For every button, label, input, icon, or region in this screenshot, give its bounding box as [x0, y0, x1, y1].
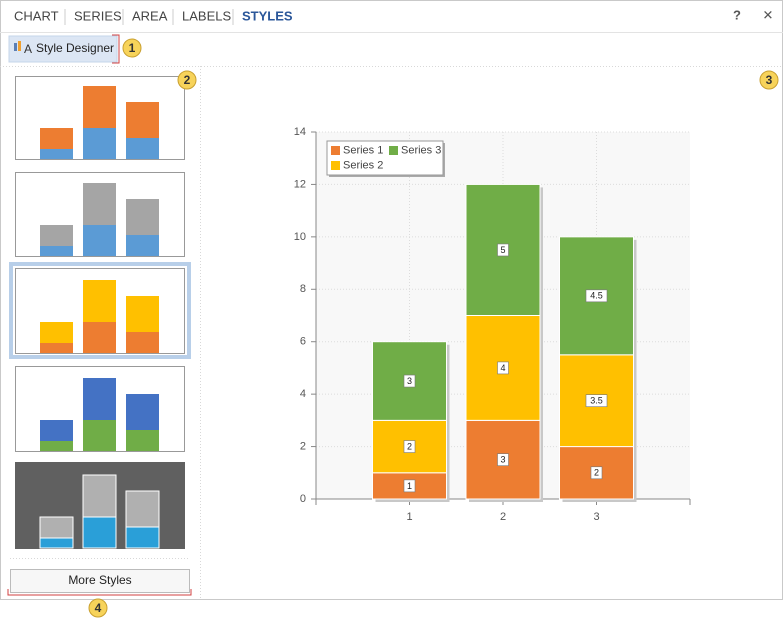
data-label: 3 [500, 455, 505, 465]
thumbnail-bar [39, 516, 74, 539]
thumbnail-bar [83, 86, 116, 128]
button-label[interactable]: Style Designer [36, 41, 114, 55]
data-label: 3.5 [590, 396, 603, 406]
button-icon: A [24, 42, 32, 56]
thumbnail-bar [83, 183, 116, 225]
legend-swatch [331, 161, 340, 170]
thumbnail-bar [126, 102, 159, 138]
y-tick-label: 10 [294, 231, 306, 243]
thumbnail-bar [125, 526, 160, 549]
help-button[interactable]: ? [733, 7, 741, 22]
y-tick-label: 2 [300, 440, 306, 452]
thumbnail-bar [40, 322, 73, 343]
button-icon [14, 43, 17, 51]
thumbnail-bar [40, 149, 73, 159]
thumbnail-bar [83, 225, 116, 256]
data-label: 3 [407, 376, 412, 386]
data-label-box [590, 466, 603, 480]
thumbnail-bar [126, 296, 159, 332]
thumbnail-bar [83, 322, 116, 353]
thumbnail-bar [126, 332, 159, 353]
thumbnail-bar [40, 246, 73, 256]
thumbnail-bar [83, 280, 116, 322]
data-label-box [403, 440, 416, 453]
callout-number: 4 [95, 601, 102, 615]
tab-active[interactable]: STYLES [242, 8, 293, 23]
data-label: 5 [500, 245, 505, 255]
legend-label: Series 1 [343, 144, 383, 156]
thumbnail-bar [40, 128, 73, 149]
thumbnail-bar [126, 430, 159, 451]
x-tick-label: 2 [500, 511, 506, 523]
data-label-box [497, 453, 509, 466]
legend-label: Series 2 [343, 159, 383, 171]
thumbnail-bar [126, 394, 159, 430]
y-tick-label: 14 [294, 126, 306, 138]
thumbnail-bar [83, 128, 116, 159]
data-label-box [497, 243, 509, 257]
button-icon [18, 41, 21, 51]
legend-label: Series 3 [401, 144, 441, 156]
callout-bracket [112, 34, 120, 64]
style-designer-button[interactable] [8, 35, 118, 63]
thumbnail-bar [82, 474, 117, 518]
thumbnail-bar [82, 516, 117, 549]
callout-number: 3 [766, 73, 773, 87]
thumbnail-bar [40, 343, 73, 353]
data-label: 2 [594, 468, 599, 478]
tab[interactable]: AREA [132, 8, 168, 23]
thumbnail-bar [83, 378, 116, 420]
data-label-box [403, 374, 416, 388]
callout-badge [88, 598, 108, 618]
y-tick-label: 0 [300, 493, 306, 505]
button-label[interactable]: More Styles [68, 573, 131, 587]
close-button[interactable]: ✕ [763, 7, 774, 22]
tab[interactable]: CHART [14, 8, 59, 23]
thumbnail-bar [126, 199, 159, 235]
data-label: 2 [407, 441, 412, 451]
thumbnail-bar [40, 420, 73, 441]
data-label-box [585, 394, 608, 407]
legend [326, 140, 444, 176]
callout-number: 1 [129, 41, 136, 55]
y-tick-label: 12 [294, 178, 306, 190]
thumbnail-bar [39, 537, 74, 549]
callout-badge [759, 70, 779, 90]
callout-badge [122, 38, 142, 58]
data-label: 1 [407, 481, 412, 491]
thumbnail-bar [40, 441, 73, 451]
more-styles-button[interactable] [10, 569, 190, 593]
data-label: 4 [500, 363, 505, 373]
thumbnail-bar [125, 490, 160, 528]
thumbnail-selection[interactable] [9, 262, 191, 359]
tab[interactable]: LABELS [182, 8, 231, 23]
thumbnail-bar [126, 138, 159, 159]
data-label-box [497, 361, 509, 375]
callout-badge [177, 70, 197, 90]
data-label: 4.5 [590, 291, 603, 301]
tab[interactable]: SERIES [74, 8, 122, 23]
y-tick-label: 4 [300, 388, 306, 400]
thumbnail-bar [126, 235, 159, 256]
legend-swatch [331, 146, 340, 155]
x-tick-label: 1 [406, 511, 412, 523]
callout-number: 2 [184, 73, 191, 87]
data-label-box [403, 479, 416, 493]
data-label-box [585, 289, 608, 303]
y-tick-label: 8 [300, 283, 306, 295]
legend-swatch [389, 146, 398, 155]
callout-bracket [7, 589, 192, 596]
thumbnail-bar [83, 420, 116, 451]
x-tick-label: 3 [593, 511, 599, 523]
y-tick-label: 6 [300, 336, 306, 348]
thumbnail-bar [40, 225, 73, 246]
